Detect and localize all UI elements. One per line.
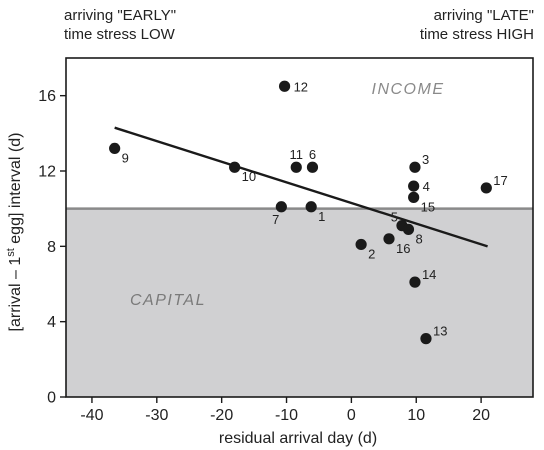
point-label: 13	[433, 324, 447, 339]
y-axis-label-part1: [arrival – 1	[7, 257, 24, 332]
y-tick-label: 12	[38, 164, 56, 181]
y-axis-label: [arrival – 1st egg] interval (d)	[5, 133, 24, 332]
y-axis-label-part2: egg] interval (d)	[7, 133, 24, 249]
point-label: 7	[272, 212, 279, 227]
capital-region-shade	[66, 208, 533, 397]
x-tick-label: 0	[347, 407, 356, 424]
x-tick-label: -20	[210, 407, 233, 424]
data-point	[420, 333, 432, 345]
data-point	[306, 161, 319, 173]
data-point	[278, 80, 291, 92]
x-tick-label: 20	[472, 407, 490, 424]
data-point	[229, 161, 241, 173]
point-label: 3	[422, 152, 429, 167]
point-label: 14	[422, 267, 436, 282]
data-point	[290, 161, 302, 173]
x-tick-label: -40	[80, 407, 103, 424]
data-point	[275, 201, 287, 213]
data-point	[409, 276, 421, 288]
point-label: 6	[309, 147, 316, 162]
point-label: 9	[122, 150, 129, 165]
regression-line	[114, 126, 488, 248]
late-caption-line1: arriving "LATE"	[433, 7, 534, 24]
point-label: 12	[294, 79, 308, 94]
point-label: 2	[368, 246, 375, 261]
early-caption-line2: time stress LOW	[64, 26, 175, 43]
data-point	[109, 142, 121, 154]
y-tick-label: 4	[47, 314, 56, 331]
late-caption: arriving "LATE" time stress HIGH	[420, 6, 534, 44]
data-point	[402, 223, 415, 235]
y-axis-label-superscript: st	[5, 248, 17, 257]
capital-region-label: CAPITAL	[130, 292, 206, 309]
point-label: 11	[290, 147, 304, 162]
point-label: 17	[493, 173, 507, 188]
data-point	[305, 201, 317, 213]
x-tick-label: 10	[407, 407, 425, 424]
data-point	[480, 182, 492, 194]
point-label: 5	[391, 210, 398, 225]
point-label: 8	[415, 231, 422, 246]
late-caption-line2: time stress HIGH	[419, 26, 534, 43]
early-caption: arriving "EARLY" time stress LOW	[64, 6, 176, 44]
y-tick-label: 0	[47, 390, 56, 407]
y-tick-label: 16	[38, 88, 56, 105]
x-tick-label: -30	[145, 407, 168, 424]
point-label: 1	[318, 209, 325, 224]
income-region-label: INCOME	[372, 81, 445, 98]
y-tick-label: 8	[47, 239, 56, 256]
capital-region-layer	[66, 207, 533, 397]
early-caption-line1: arriving "EARLY"	[64, 7, 177, 24]
x-axis-label: residual arrival day (d)	[219, 430, 377, 447]
data-point	[409, 161, 421, 173]
plot-frame	[65, 57, 534, 398]
data-point	[355, 238, 367, 251]
point-label: 10	[242, 169, 256, 184]
data-point	[408, 180, 420, 192]
data-point	[383, 233, 395, 245]
point-label: 4	[423, 179, 430, 194]
point-label: 15	[421, 199, 435, 214]
point-label: 16	[396, 241, 410, 256]
data-point	[408, 191, 420, 203]
x-tick-label: -10	[275, 407, 298, 424]
